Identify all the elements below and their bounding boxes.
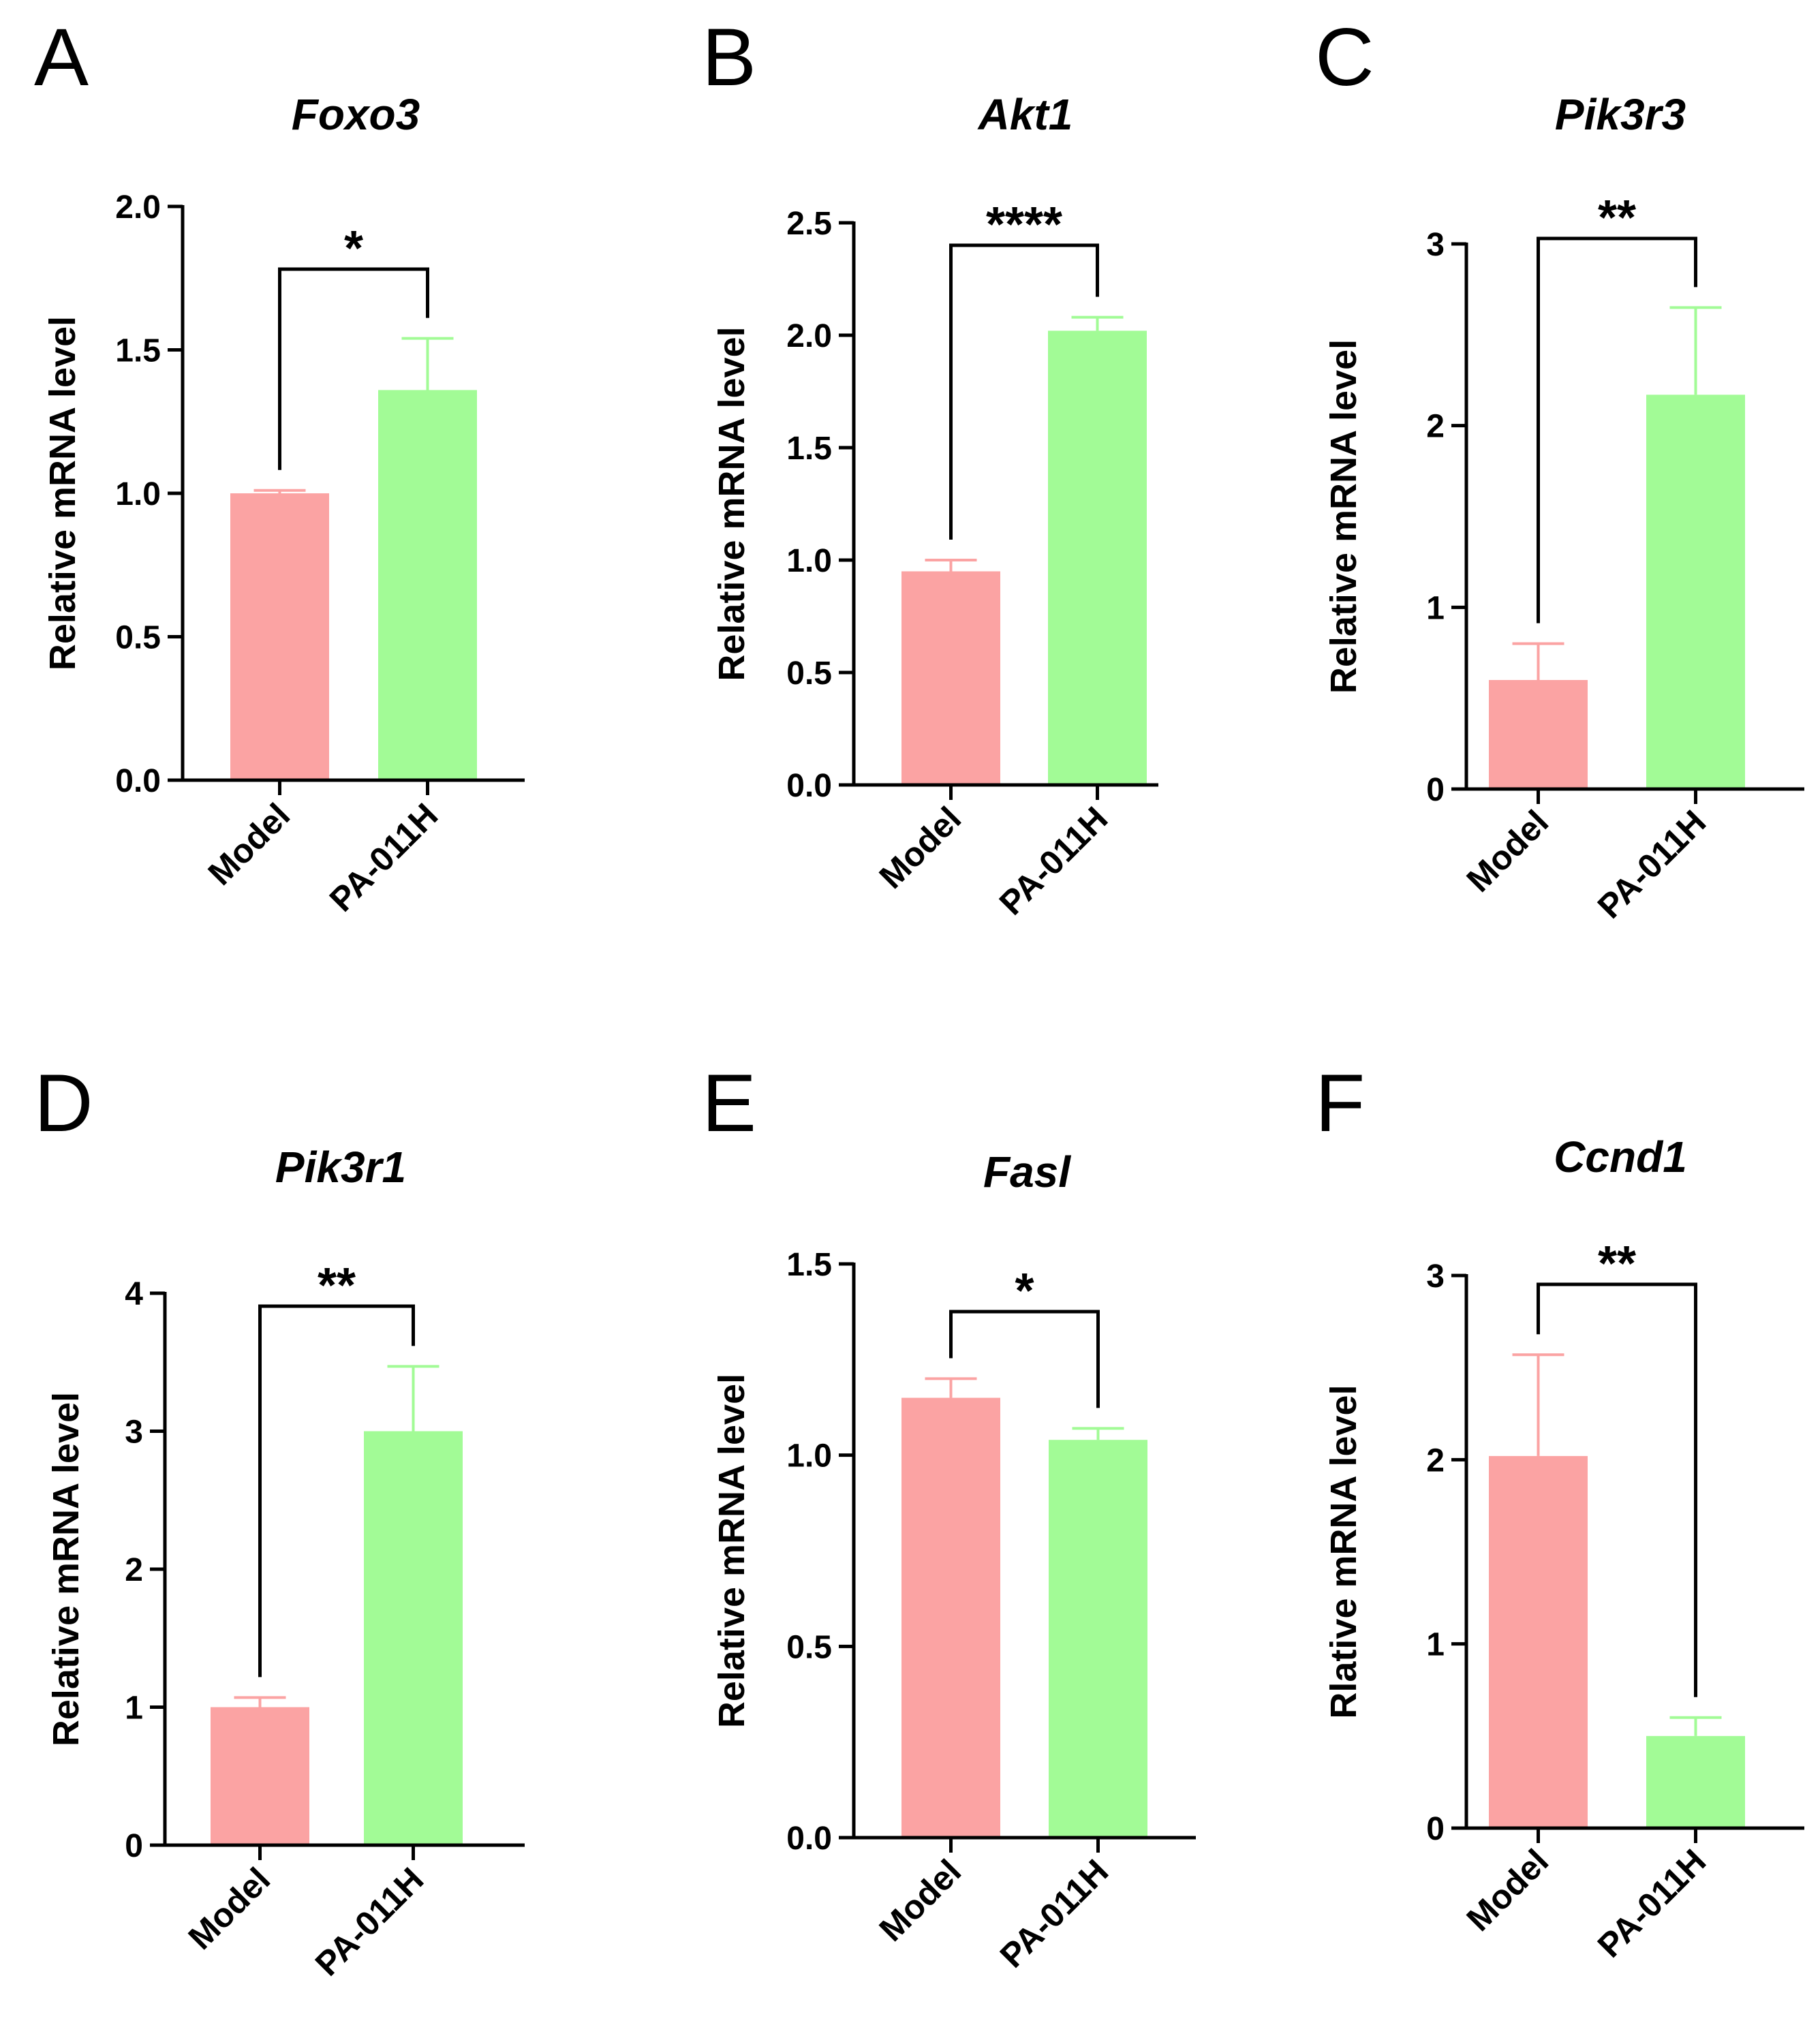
y-tick-label: 3 [1426, 1258, 1445, 1295]
y-tick-label: 3 [125, 1415, 143, 1451]
chart-title: Akt1 [977, 90, 1073, 139]
bar [1646, 1735, 1745, 1828]
y-tick-label: 1 [1426, 590, 1445, 626]
panel-letter: C [1315, 12, 1374, 103]
y-tick-label: 1 [1426, 1627, 1445, 1663]
chart-title: Pik3r3 [1555, 90, 1686, 139]
y-tick-label: 1.0 [786, 1438, 832, 1474]
bar [1049, 1440, 1147, 1838]
y-tick-label: 0.0 [786, 1821, 832, 1857]
y-tick-label: 0.0 [786, 768, 832, 804]
y-tick-label: 0 [1426, 772, 1445, 808]
significance-label: * [1015, 1264, 1034, 1318]
y-axis-label: Relative mRNA level [46, 1392, 87, 1746]
y-tick-label: 1.5 [115, 333, 161, 369]
chart-title: Pik3r1 [275, 1143, 406, 1192]
x-tick-label: Model [872, 799, 969, 896]
x-tick-label: Model [181, 1860, 278, 1957]
y-tick-label: 1.5 [786, 1247, 832, 1283]
y-tick-label: 0 [125, 1828, 143, 1864]
x-tick-label: Model [872, 1852, 969, 1949]
y-tick-label: 0.0 [115, 763, 161, 799]
y-tick-label: 2 [1426, 1442, 1445, 1479]
y-axis-label: Relative mRNA level [711, 326, 752, 681]
y-tick-label: 3 [1426, 227, 1445, 263]
x-tick-label: Model [1460, 803, 1556, 899]
significance-label: ** [318, 1258, 356, 1313]
panel-letter: E [702, 1057, 756, 1149]
bar [378, 390, 477, 780]
significance-label: ** [1598, 191, 1636, 245]
y-tick-label: 0 [1426, 1811, 1445, 1847]
bar [230, 493, 329, 780]
x-tick-label: PA-011H [993, 1852, 1115, 1975]
y-tick-label: 1.0 [786, 543, 832, 579]
y-tick-label: 2 [125, 1552, 143, 1588]
panel-letter: F [1315, 1057, 1365, 1149]
significance-bracket [949, 1310, 1100, 1408]
chart-title: Foxo3 [292, 90, 420, 139]
x-tick-label: Model [1460, 1842, 1556, 1938]
panel-letter: A [34, 12, 89, 103]
y-tick-label: 0.5 [786, 655, 832, 692]
y-axis-label: Relative mRNA level [1323, 339, 1364, 694]
y-tick-label: 2 [1426, 409, 1445, 445]
significance-label: ** [1598, 1237, 1636, 1291]
panel-letter: D [34, 1057, 93, 1149]
significance-bracket [278, 267, 429, 470]
bar [1489, 1455, 1588, 1828]
panel-letter: B [702, 12, 756, 103]
significance-bracket [258, 1304, 415, 1678]
x-tick-label: PA-011H [308, 1860, 431, 1983]
y-axis-label: Relative mRNA level [42, 316, 83, 670]
y-tick-label: 0.5 [115, 620, 161, 656]
y-tick-label: 2.0 [115, 189, 161, 226]
significance-bracket [949, 243, 1099, 540]
y-tick-label: 1 [125, 1690, 143, 1727]
bar [1048, 330, 1147, 785]
bar [901, 571, 1000, 785]
y-axis-label: Rlative mRNA level [1323, 1385, 1364, 1718]
x-tick-label: PA-011H [1590, 803, 1713, 925]
bar [364, 1431, 463, 1845]
y-tick-label: 4 [125, 1276, 143, 1312]
significance-bracket [1537, 236, 1697, 623]
significance-label: **** [986, 198, 1062, 252]
y-tick-label: 1.5 [786, 431, 832, 467]
chart-title: Ccnd1 [1554, 1132, 1687, 1181]
y-tick-label: 1.0 [115, 476, 161, 512]
x-tick-label: PA-011H [322, 796, 445, 918]
y-tick-label: 2.5 [786, 206, 832, 242]
significance-label: * [344, 221, 363, 276]
bar [901, 1397, 1000, 1838]
bar [1646, 395, 1745, 789]
x-tick-label: Model [201, 796, 298, 893]
bar [1489, 680, 1588, 789]
y-tick-label: 0.5 [786, 1629, 832, 1665]
x-tick-label: PA-011H [1590, 1842, 1713, 1964]
bar [211, 1707, 309, 1845]
chart-title: Fasl [983, 1147, 1071, 1196]
y-axis-label: Relative mRNA level [711, 1374, 752, 1728]
x-tick-label: PA-011H [992, 799, 1115, 922]
y-tick-label: 2.0 [786, 318, 832, 354]
significance-bracket [1537, 1282, 1697, 1697]
